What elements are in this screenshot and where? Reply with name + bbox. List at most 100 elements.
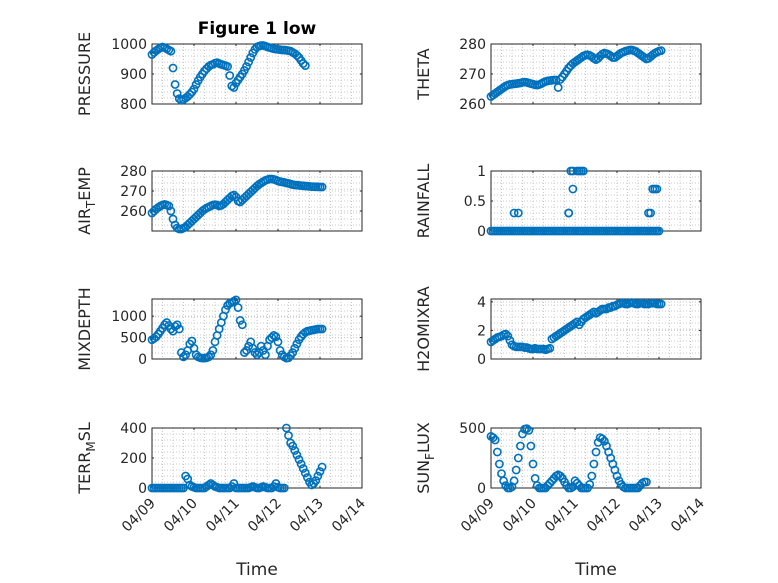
data-point [288, 348, 298, 357]
data-point [174, 94, 184, 103]
data-point [300, 61, 310, 70]
subplot-sun: 04/09 04/10 04/11 04/12 04/13 04/14 0 500 SUNFLU… [414, 421, 708, 580]
y-axis-label: H2OMIXRA [414, 286, 433, 372]
data-point [522, 424, 532, 433]
y-tick-label: 2 [477, 323, 486, 339]
subplot-pressure: 800 900 1000 PRESSURE Figure 1 low [75, 19, 363, 116]
data-point [600, 436, 609, 446]
x-tick-label: 04/14 [329, 495, 369, 535]
data-point [208, 346, 218, 355]
y-axis-label-tail: SL [75, 422, 94, 441]
y-tick-label: 260 [120, 204, 147, 220]
data-point [290, 446, 300, 455]
data-point [244, 341, 253, 351]
x-tick-label: 04/11 [542, 496, 582, 536]
data-point [294, 455, 304, 464]
data-point [492, 447, 502, 457]
data-point [225, 71, 235, 80]
data-point [545, 343, 555, 353]
x-tick-label: 04/11 [203, 496, 243, 536]
data-point [313, 471, 323, 481]
x-tick-label: 04/13 [626, 496, 666, 536]
x-tick-label: 04/12 [245, 496, 285, 536]
y-axis-label-subscript: T [84, 200, 98, 209]
y-axis-label-main: SUN [414, 460, 433, 494]
y-axis-label: THETA [414, 48, 433, 100]
data-point [553, 83, 563, 92]
data-point [511, 465, 521, 475]
y-tick-label: 400 [120, 421, 147, 437]
data-point [311, 476, 321, 485]
data-point [221, 305, 230, 315]
data-point [656, 46, 666, 55]
data-point [509, 208, 519, 218]
y-tick-label: 4 [477, 295, 486, 311]
data-point [597, 434, 607, 444]
y-tick-label: 270 [459, 67, 486, 83]
y-tick-label: 0 [138, 352, 147, 368]
y-axis-label-tail: EMP [75, 167, 94, 201]
data-point [250, 348, 260, 357]
y-tick-label: 1000 [111, 37, 147, 53]
data-point [235, 316, 245, 325]
data-point [509, 476, 519, 486]
data-point [292, 51, 302, 60]
y-tick-label: 280 [459, 37, 486, 53]
y-axis-label-subscript: M [84, 441, 98, 451]
data-point [168, 63, 178, 73]
data-point [185, 90, 195, 99]
y-axis-label-main: H2OMIXRA [414, 286, 433, 372]
data-point [242, 62, 251, 71]
data-point [579, 166, 588, 176]
data-point [172, 89, 182, 98]
y-axis-label-main: AIR [75, 208, 94, 235]
axes-box [151, 170, 363, 232]
y-axis-label-main: RAINFALL [414, 164, 433, 239]
axes-box [490, 298, 702, 360]
subplot-rainfall: 0 0.5 1 RAINFALL [414, 164, 702, 240]
data-point [279, 483, 289, 493]
data-point [248, 343, 258, 353]
data-point [555, 75, 565, 84]
data-point [166, 46, 176, 56]
data-point [229, 190, 239, 200]
data-point [298, 59, 308, 68]
data-point [646, 208, 655, 218]
data-point [256, 341, 266, 351]
data-point [273, 337, 283, 347]
data-point [505, 336, 515, 345]
y-tick-label: 260 [459, 97, 486, 113]
data-point [206, 350, 216, 360]
data-point [591, 447, 601, 457]
data-point [642, 477, 651, 487]
y-axis-label: AIRTEMP [75, 167, 98, 235]
data-point [292, 450, 302, 460]
y-axis-label-tail: LUX [414, 422, 433, 453]
data-point [284, 353, 293, 363]
subplot-h2omixra: 0 2 4 H2OMIXRA [414, 286, 702, 372]
data-point [526, 441, 536, 451]
data-point [490, 435, 500, 445]
y-axis-label: PRESSURE [75, 32, 94, 116]
data-point [317, 324, 327, 334]
data-point [317, 462, 327, 472]
y-axis-label-subscript: F [423, 453, 437, 460]
data-point [275, 346, 285, 355]
data-point [587, 471, 597, 481]
data-point [260, 350, 270, 360]
data-point [290, 343, 300, 353]
y-axis-label: RAINFALL [414, 164, 433, 239]
data-point [585, 479, 595, 489]
y-tick-label: 0 [477, 224, 486, 240]
data-point [555, 471, 565, 481]
y-tick-label: 0.5 [464, 194, 486, 210]
y-tick-label: 0 [477, 481, 486, 497]
data-point [494, 459, 504, 469]
x-tick-label: 04/14 [668, 495, 708, 535]
subplot-terr: 04/09 04/10 04/11 04/12 04/13 04/14 0 200 400 TER… [75, 421, 369, 580]
data-point [244, 57, 253, 67]
data-point [281, 423, 291, 433]
y-axis-label: SUNFLUX [414, 422, 437, 494]
data-point [317, 182, 327, 192]
